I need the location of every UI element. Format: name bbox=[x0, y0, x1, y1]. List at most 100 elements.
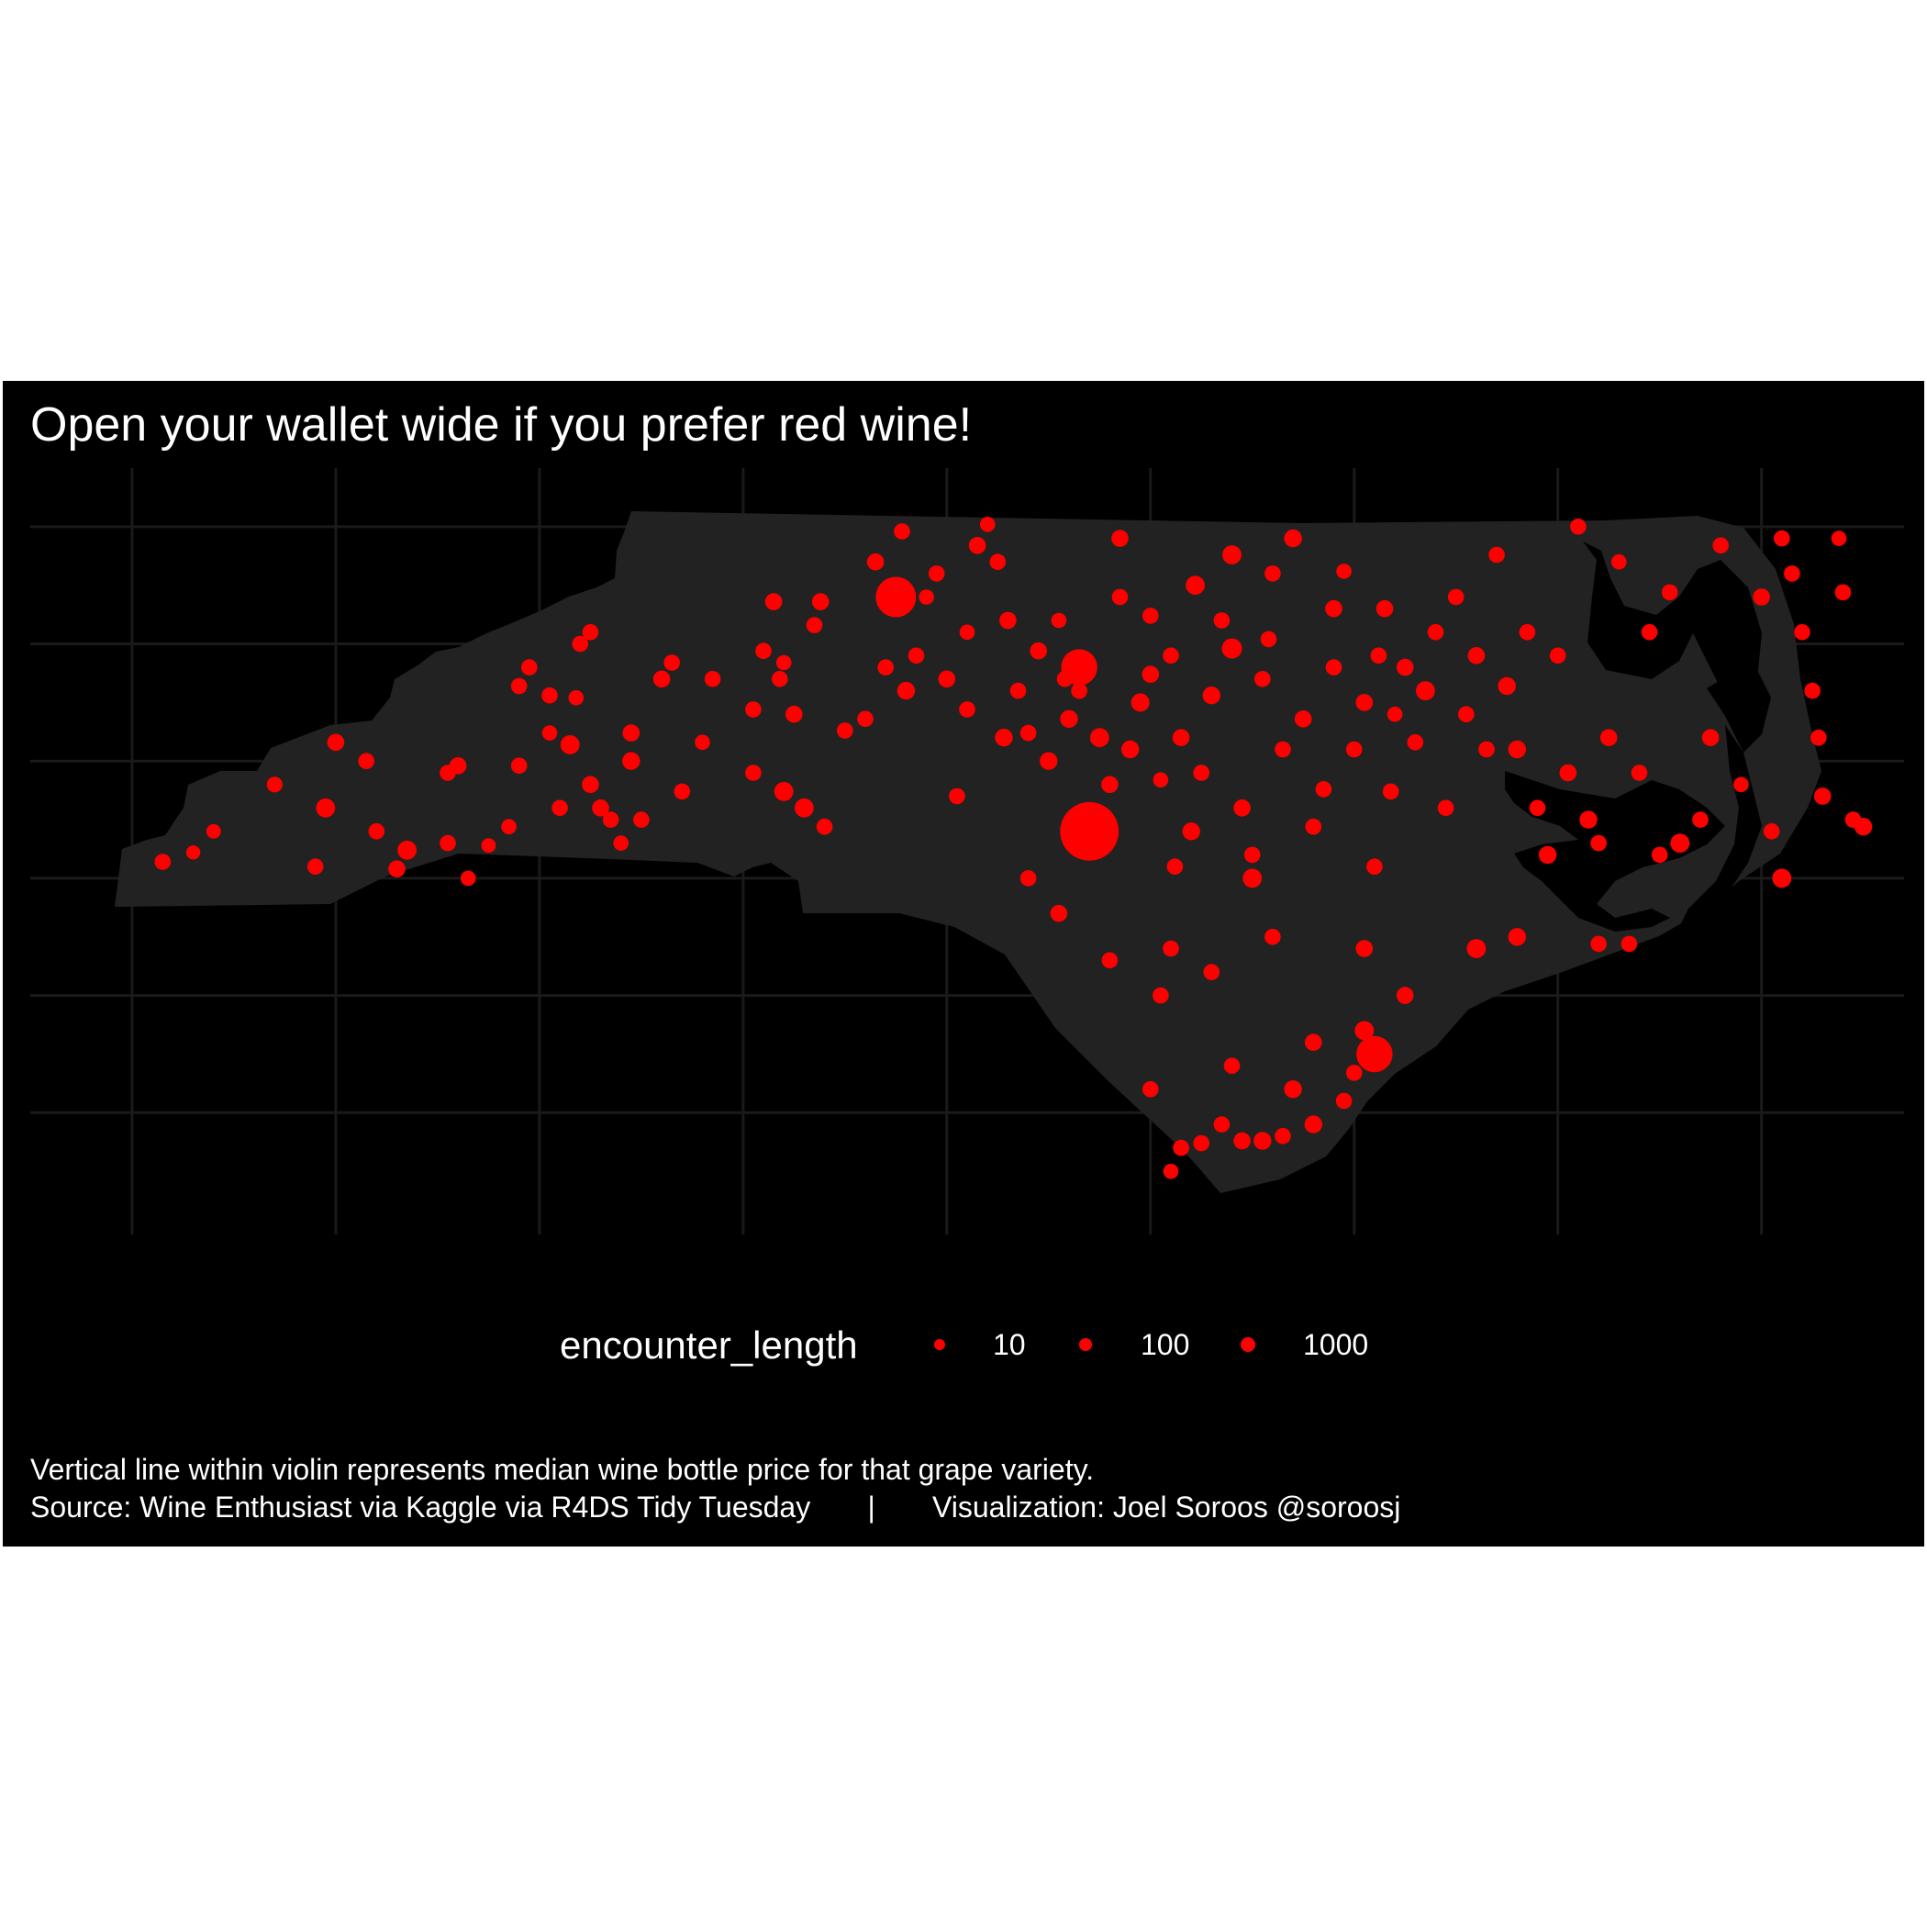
map-point bbox=[1794, 624, 1810, 641]
map-point bbox=[1437, 799, 1454, 817]
map-point bbox=[919, 589, 934, 605]
map-point bbox=[1336, 564, 1352, 579]
map-point bbox=[1203, 964, 1220, 980]
map-point bbox=[1163, 647, 1179, 664]
map-point bbox=[206, 823, 221, 839]
map-point bbox=[388, 860, 406, 877]
map-point bbox=[1172, 729, 1190, 746]
map-point bbox=[440, 834, 456, 852]
map-point bbox=[1396, 987, 1414, 1004]
map-point bbox=[1089, 728, 1109, 748]
map-point bbox=[894, 523, 910, 540]
map-point bbox=[1579, 810, 1598, 829]
pamlico-sound bbox=[1505, 771, 1725, 932]
map-point bbox=[582, 624, 599, 641]
legend-label-100: 100 bbox=[1141, 1328, 1189, 1361]
map-point bbox=[1275, 741, 1291, 758]
map-point bbox=[551, 799, 568, 817]
map-point bbox=[755, 642, 772, 659]
map-point bbox=[1060, 709, 1078, 728]
map-point bbox=[959, 701, 975, 718]
map-point bbox=[1753, 588, 1770, 606]
outer-banks-water bbox=[1679, 725, 1762, 927]
map-point bbox=[1407, 734, 1424, 751]
map-point bbox=[1060, 801, 1119, 861]
map-point bbox=[999, 611, 1017, 630]
legend-key-10 bbox=[934, 1339, 945, 1350]
map-point bbox=[1294, 710, 1312, 728]
map-point bbox=[866, 553, 885, 571]
map-point bbox=[1784, 565, 1800, 582]
map-point bbox=[1166, 858, 1184, 875]
map-point bbox=[1345, 741, 1363, 758]
map-point bbox=[1071, 682, 1087, 699]
map-point bbox=[1651, 846, 1668, 864]
map-point bbox=[622, 724, 640, 742]
map-point bbox=[510, 757, 528, 775]
map-point bbox=[622, 752, 640, 770]
map-point bbox=[1467, 647, 1486, 664]
map-point bbox=[1242, 868, 1263, 888]
map-point bbox=[460, 870, 476, 887]
map-point bbox=[1345, 1065, 1363, 1081]
map-point bbox=[568, 690, 585, 706]
map-point bbox=[1304, 1115, 1323, 1134]
map-point bbox=[1061, 649, 1097, 686]
map-point bbox=[541, 725, 558, 741]
chart-title: Open your wallet wide if you prefer red … bbox=[30, 398, 972, 452]
map-point bbox=[785, 705, 803, 723]
map-point bbox=[968, 537, 986, 554]
map-point bbox=[1111, 530, 1129, 547]
legend-title: encounter_length bbox=[560, 1323, 858, 1367]
map-point bbox=[1529, 799, 1546, 817]
caption-line-2: Source: Wine Enthusiast via Kaggle via R… bbox=[30, 1491, 1400, 1524]
currituck-sound bbox=[1707, 661, 1771, 753]
map-point bbox=[674, 783, 691, 800]
map-point bbox=[613, 835, 629, 851]
map-point bbox=[1050, 904, 1068, 922]
map-point bbox=[1264, 565, 1281, 582]
map-point bbox=[806, 617, 823, 633]
map-point bbox=[1763, 823, 1780, 840]
points-layer bbox=[154, 517, 1873, 1179]
map-point bbox=[1173, 1139, 1189, 1156]
map-point bbox=[1221, 638, 1242, 659]
map-point bbox=[938, 670, 956, 688]
map-point bbox=[1570, 519, 1587, 535]
map-point bbox=[816, 818, 833, 835]
map-point bbox=[1508, 740, 1527, 759]
map-point bbox=[1101, 952, 1119, 969]
map-point bbox=[1670, 833, 1690, 853]
map-point bbox=[1354, 1021, 1375, 1041]
map-point bbox=[1243, 846, 1261, 864]
map-point bbox=[1661, 584, 1678, 601]
map-point bbox=[397, 840, 417, 860]
map-point bbox=[877, 659, 894, 676]
map-point bbox=[695, 734, 710, 751]
map-point bbox=[1260, 631, 1277, 648]
map-point bbox=[1305, 1033, 1322, 1051]
map-point bbox=[1254, 671, 1271, 687]
map-point bbox=[541, 687, 558, 704]
map-point bbox=[959, 624, 975, 641]
albemarle-sound bbox=[1583, 542, 1762, 716]
map-point bbox=[1193, 765, 1209, 781]
map-point bbox=[358, 753, 375, 769]
map-point bbox=[306, 858, 324, 875]
map-point bbox=[1427, 624, 1444, 641]
map-point bbox=[368, 823, 385, 840]
map-point bbox=[1538, 845, 1557, 865]
legend-key-1000 bbox=[1241, 1337, 1255, 1352]
map-point bbox=[1599, 729, 1618, 746]
map-point bbox=[1590, 834, 1607, 852]
legend-label-10: 10 bbox=[993, 1328, 1026, 1361]
map-point bbox=[592, 799, 609, 817]
map-point bbox=[1733, 776, 1749, 793]
north-carolina-shape bbox=[115, 511, 1821, 1193]
map-point bbox=[1631, 765, 1648, 781]
map-point bbox=[857, 710, 874, 728]
map-point bbox=[837, 722, 853, 739]
map-point bbox=[1854, 818, 1873, 836]
